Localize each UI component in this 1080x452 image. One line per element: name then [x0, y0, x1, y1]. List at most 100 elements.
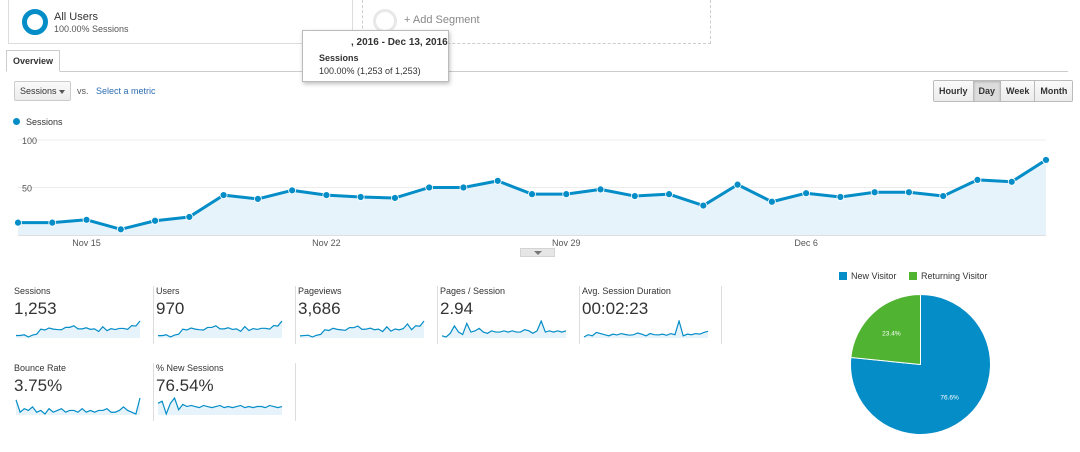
sessions-point	[425, 183, 434, 192]
scorecard-title: Avg. Session Duration	[582, 286, 671, 296]
scorecard-title: % New Sessions	[156, 363, 224, 373]
sparkline-line	[441, 320, 567, 338]
pie-slice-label: 23.4%	[882, 330, 901, 337]
sessions-point	[905, 188, 913, 197]
sessions-point	[802, 189, 811, 198]
metric-select-label: Sessions	[20, 86, 57, 96]
scorecard-pageviews[interactable]: Pageviews 3,686	[298, 286, 438, 344]
tooltip-value: 100.00% (1,253 of 1,253)	[319, 66, 421, 76]
chevron-down-icon	[534, 251, 542, 255]
x-tick-label: Nov 22	[312, 238, 341, 248]
scorecard-new-sessions[interactable]: % New Sessions 76.54%	[156, 363, 296, 421]
period-month-button[interactable]: Month	[1035, 81, 1073, 101]
pie-legend-returning-visitor[interactable]: Returning Visitor	[909, 271, 987, 281]
sparkline-area	[584, 321, 708, 338]
legend-swatch-icon	[839, 272, 847, 280]
y-tick-label: 50	[22, 184, 32, 194]
sessions-point	[836, 193, 845, 201]
sessions-point	[219, 191, 228, 199]
sparkline-area	[158, 321, 282, 338]
sessions-line-chart[interactable]: 100 50 Nov 15 Nov 22 Nov 29 Dec 6	[0, 128, 1080, 258]
scorecard-sparkline	[15, 397, 141, 415]
sessions-point	[733, 180, 742, 189]
segment-name: All Users	[54, 11, 99, 23]
sessions-point	[356, 193, 365, 201]
period-hourly-button[interactable]: Hourly	[934, 81, 974, 101]
tab-overview[interactable]: Overview	[6, 50, 60, 72]
scorecard-title: Pages / Session	[440, 286, 506, 296]
scorecard-sessions[interactable]: Sessions 1,253	[14, 286, 154, 344]
scorecard-title: Sessions	[14, 286, 51, 296]
sessions-point	[459, 183, 468, 192]
y-tick-label: 100	[22, 136, 37, 146]
segment-all-users[interactable]: All Users 100.00% Sessions	[8, 0, 353, 44]
scorecard-sparkline	[157, 397, 283, 416]
scorecard-pages-per-session[interactable]: Pages / Session 2.94	[440, 286, 580, 344]
sparkline-line	[158, 320, 283, 338]
chart-tooltip: , 2016 - Dec 13, 2016 Sessions 100.00% (…	[302, 30, 449, 82]
sessions-point	[14, 218, 22, 227]
sessions-legend-label: Sessions	[26, 117, 63, 127]
sparkline-line	[299, 320, 425, 338]
scorecard-title: Bounce Rate	[14, 363, 67, 373]
scorecard-value: 3,686	[298, 299, 341, 318]
sparkline-area	[442, 321, 566, 338]
scorecard-bounce-rate[interactable]: Bounce Rate 3.75%	[14, 363, 154, 421]
tooltip-metric: Sessions	[319, 53, 359, 63]
sessions-legend-dot-icon	[13, 118, 20, 125]
tab-divider	[6, 71, 1068, 72]
x-tick-label: Dec 6	[794, 238, 818, 248]
period-day-button[interactable]: Day	[973, 81, 1002, 101]
scorecard-sparkline	[16, 320, 141, 338]
sessions-point	[528, 190, 536, 199]
x-tick-label: Nov 29	[552, 238, 581, 248]
sessions-point	[151, 216, 159, 225]
scorecard-sparkline	[441, 320, 567, 338]
scorecard-sparkline	[583, 320, 709, 338]
select-metric-link[interactable]: Select a metric	[96, 86, 156, 96]
sessions-point	[253, 195, 262, 203]
sessions-point	[767, 197, 776, 206]
vs-label: vs.	[77, 86, 89, 96]
visitor-type-pie-chart[interactable]: 76.6% 23.4%	[848, 292, 993, 437]
scorecard-title: Users	[156, 286, 180, 296]
sparkline-line	[16, 320, 141, 338]
chevron-down-icon	[59, 90, 65, 94]
sessions-point	[562, 190, 571, 199]
sessions-point	[82, 215, 91, 224]
sessions-point	[288, 186, 297, 195]
sessions-point	[630, 192, 639, 200]
sessions-point	[116, 225, 125, 234]
sparkline-line	[583, 320, 709, 338]
scorecard-value: 3.75%	[14, 376, 63, 395]
pie-slice-label: 76.6%	[940, 395, 959, 402]
sessions-point	[48, 218, 57, 227]
sessions-point	[1007, 177, 1016, 186]
scorecard-value: 00:02:23	[582, 299, 649, 318]
sessions-point	[665, 190, 673, 199]
segment-ring-icon	[22, 9, 48, 35]
scorecard-sparkline	[158, 320, 283, 338]
scorecard-sparkline	[299, 320, 425, 338]
sessions-point	[391, 194, 399, 202]
sessions-point	[870, 188, 879, 197]
scorecard-value: 76.54%	[156, 376, 214, 395]
sessions-point	[1042, 156, 1050, 164]
pie-legend-new-visitor[interactable]: New Visitor	[839, 271, 896, 281]
scorecard-title: Pageviews	[298, 286, 342, 296]
sessions-point	[973, 176, 982, 184]
sessions-point	[322, 191, 331, 199]
scorecard-users[interactable]: Users 970	[156, 286, 296, 344]
sparkline-line	[15, 397, 141, 415]
pie-legend-label: New Visitor	[851, 271, 897, 281]
period-toggle: Hourly Day Week Month	[933, 80, 1074, 102]
metric-select[interactable]: Sessions	[14, 81, 71, 101]
chart-collapse-handle[interactable]	[520, 248, 555, 257]
scorecard-value: 970	[156, 299, 185, 318]
sessions-point	[939, 192, 948, 200]
sparkline-area	[16, 321, 140, 338]
scorecard-value: 1,253	[14, 299, 57, 318]
pie-legend-label: Returning Visitor	[921, 271, 988, 281]
period-week-button[interactable]: Week	[1001, 81, 1036, 101]
scorecard-avg-session-duration[interactable]: Avg. Session Duration 00:02:23	[582, 286, 722, 344]
